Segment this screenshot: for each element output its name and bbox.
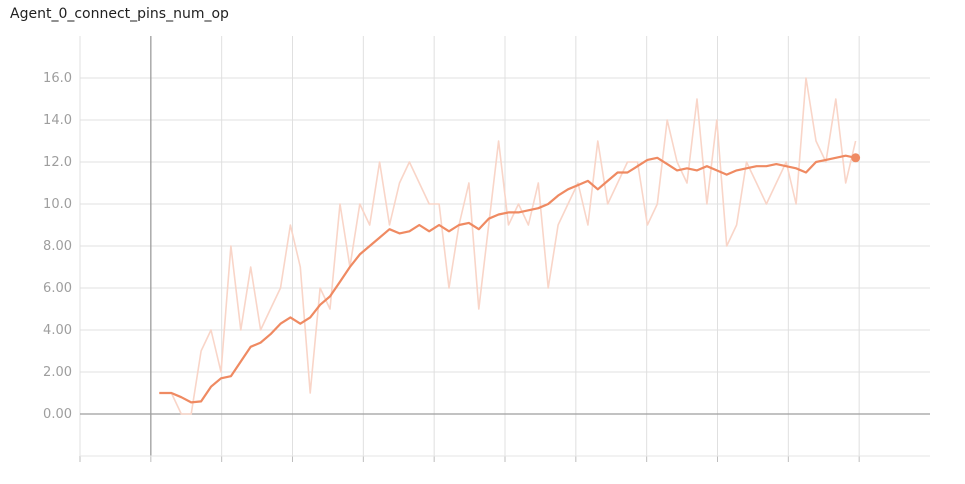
smoothed-series xyxy=(159,153,861,404)
axes xyxy=(79,36,930,462)
chart-title: Agent_0_connect_pins_num_op xyxy=(10,6,229,22)
y-tick-label: 16.0 xyxy=(43,71,72,86)
last-point-marker xyxy=(851,153,861,163)
smoothed-line xyxy=(159,154,856,404)
raw-line xyxy=(159,77,857,415)
y-tick-label: 0.00 xyxy=(43,407,72,422)
y-tick-label: 6.00 xyxy=(43,281,72,296)
y-tick-label: 8.00 xyxy=(43,239,72,254)
raw-series xyxy=(159,77,857,415)
y-tick-label: 10.0 xyxy=(43,197,72,212)
y-tick-label: 4.00 xyxy=(43,323,72,338)
y-tick-label: 2.00 xyxy=(43,365,72,380)
y-tick-label: 14.0 xyxy=(43,113,72,128)
tick-labels: 0.00 2.00 4.00 6.00 8.00 10.0 12.0 14.0 16.0 xyxy=(43,71,72,422)
y-tick-label: 12.0 xyxy=(43,155,72,170)
